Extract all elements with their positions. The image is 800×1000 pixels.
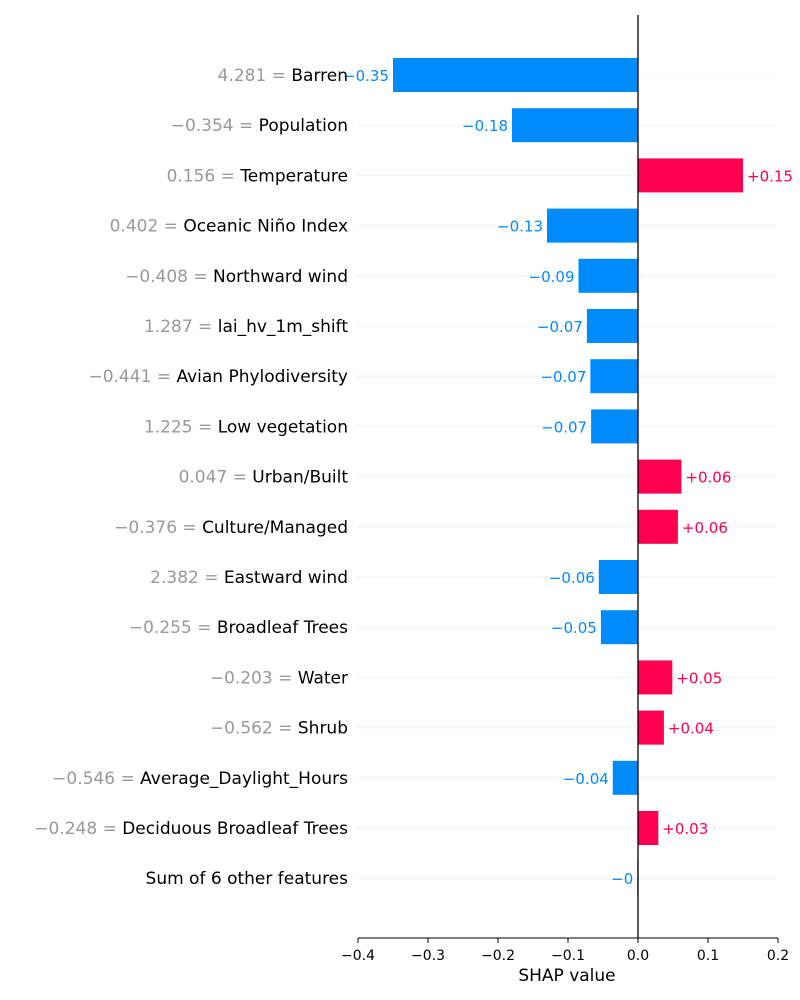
shap-bar [591,409,638,444]
x-tick-label: 0.2 [767,948,789,964]
shap-value-label: −0.18 [462,117,508,135]
feature-value: 0.402 = [110,217,184,237]
shap-value-label: −0.07 [540,368,586,386]
x-tick-label: −0.3 [411,948,445,964]
shap-value-label: −0.07 [537,318,583,336]
shap-value-label: −0.04 [563,770,609,788]
shap-value-label: +0.03 [662,820,708,838]
feature-value: 0.047 = [179,468,253,488]
feature-value: −0.562 = [210,719,298,739]
shap-value-label: −0.05 [551,619,597,637]
feature-label: 0.047 = Urban/Built [179,468,349,488]
feature-name: Urban/Built [252,468,348,488]
feature-value: 1.225 = [144,417,218,437]
shap-value-label: −0.35 [343,67,389,85]
feature-label: −0.248 = Deciduous Broadleaf Trees [34,819,348,839]
feature-label: −0.203 = Water [210,668,348,688]
shap-bar [586,309,638,343]
feature-name: Temperature [239,166,348,186]
feature-label: −0.441 = Avian Phylodiversity [88,367,348,387]
x-tick-label: −0.1 [551,948,585,964]
feature-name: Low vegetation [218,417,348,437]
feature-value: −0.441 = [88,367,176,387]
feature-name: Population [259,116,348,136]
feature-value: −0.354 = [171,116,259,136]
feature-labels: 4.281 = Barren −0.354 = Population 0.156 =… [34,66,348,889]
feature-name: Shrub [298,719,348,739]
x-tick-label: 0.0 [627,948,649,964]
shap-bar [638,158,743,193]
x-tick-label: −0.4 [341,948,375,964]
feature-name: Northward wind [213,267,348,287]
feature-value: 4.281 = [218,66,292,86]
feature-value: 0.156 = [167,166,241,186]
feature-value: −0.203 = [210,668,298,688]
feature-label: −0.354 = Population [171,116,348,136]
shap-value-label: +0.05 [676,669,722,687]
feature-name: Water [298,668,348,688]
feature-value: −0.408 = [125,267,213,287]
x-tick-label: 0.1 [697,948,719,964]
shap-value-label: +0.06 [685,469,731,487]
shap-bar [638,710,664,745]
shap-value-label: −0.07 [541,418,587,436]
shap-bar [578,258,638,293]
feature-name: Deciduous Broadleaf Trees [122,819,348,839]
feature-label: Sum of 6 other features [146,869,349,889]
feature-name: Average_Daylight_Hours [140,769,348,789]
shap-bar [590,359,638,394]
shap-bar [612,760,638,795]
feature-label: 0.156 = Temperature [167,166,348,186]
feature-name: Oceanic Niño Index [183,217,348,237]
feature-name: Barren [291,66,348,86]
feature-label: 1.225 = Low vegetation [144,417,348,437]
feature-value: 2.382 = [150,568,224,588]
shap-bar [638,509,678,544]
feature-value: −0.546 = [52,769,140,789]
x-tick-label: −0.2 [481,948,515,964]
feature-label: 4.281 = Barren [218,66,348,86]
shap-bar [638,811,659,845]
shap-value-label: −0.13 [497,218,543,236]
feature-label: −0.546 = Average_Daylight_Hours [52,769,348,789]
shap-bar [512,108,638,143]
shap-bar [638,459,682,494]
feature-name: Avian Phylodiversity [176,367,348,387]
bars: −0.35 −0.18 +0.15 −0.13 −0.09 −0.07 −0.07 −0.07… [343,58,793,896]
shap-value-label: +0.06 [682,519,728,537]
shap-value-label: +0.15 [747,167,793,185]
feature-value: −0.248 = [34,819,122,839]
shap-value-label: −0 [611,870,633,888]
feature-name: lai_hv_1m_shift [218,317,349,337]
x-axis-label: SHAP value [518,966,615,986]
shap-bar [547,208,638,243]
shap-value-label: −0.09 [529,268,575,286]
feature-value: −0.255 = [129,618,217,638]
shap-value-label: +0.04 [668,720,714,738]
feature-label: 2.382 = Eastward wind [150,568,348,588]
feature-name: Broadleaf Trees [217,618,348,638]
feature-value: 1.287 = [144,317,218,337]
shap-value-label: −0.06 [549,569,595,587]
shap-bar [393,58,638,92]
shap-bar [600,610,638,645]
shap-bar [638,660,673,695]
feature-label: −0.408 = Northward wind [125,267,348,287]
feature-label: 1.287 = lai_hv_1m_shift [144,317,348,337]
feature-label: 0.402 = Oceanic Niño Index [110,217,348,237]
feature-name: Culture/Managed [202,518,348,538]
feature-name: Eastward wind [224,568,348,588]
feature-value: −0.376 = [114,518,202,538]
feature-label: −0.376 = Culture/Managed [114,518,348,538]
feature-name: Sum of 6 other features [146,869,349,889]
x-axis: −0.4 −0.3 −0.2 −0.1 0.0 0.1 0.2 [341,15,789,964]
feature-label: −0.255 = Broadleaf Trees [129,618,348,638]
shap-bar [598,560,638,594]
feature-label: −0.562 = Shrub [210,719,348,739]
